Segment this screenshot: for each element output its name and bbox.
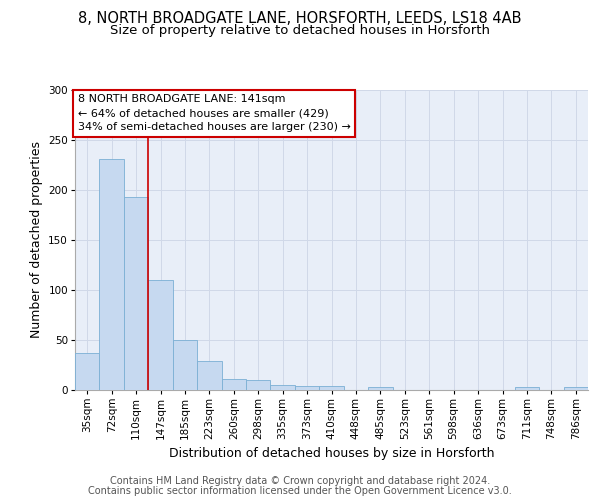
Bar bbox=[368, 387, 392, 390]
Bar bbox=[124, 197, 148, 390]
Bar bbox=[100, 159, 124, 390]
Bar bbox=[197, 361, 221, 390]
Bar bbox=[271, 385, 295, 390]
Bar bbox=[246, 380, 271, 390]
Bar bbox=[221, 379, 246, 390]
Y-axis label: Number of detached properties: Number of detached properties bbox=[30, 142, 43, 338]
Text: Contains public sector information licensed under the Open Government Licence v3: Contains public sector information licen… bbox=[88, 486, 512, 496]
Bar bbox=[173, 340, 197, 390]
X-axis label: Distribution of detached houses by size in Horsforth: Distribution of detached houses by size … bbox=[169, 448, 494, 460]
Text: Size of property relative to detached houses in Horsforth: Size of property relative to detached ho… bbox=[110, 24, 490, 37]
Text: 8, NORTH BROADGATE LANE, HORSFORTH, LEEDS, LS18 4AB: 8, NORTH BROADGATE LANE, HORSFORTH, LEED… bbox=[78, 11, 522, 26]
Bar bbox=[75, 353, 100, 390]
Text: Contains HM Land Registry data © Crown copyright and database right 2024.: Contains HM Land Registry data © Crown c… bbox=[110, 476, 490, 486]
Bar bbox=[148, 280, 173, 390]
Bar bbox=[515, 387, 539, 390]
Bar bbox=[563, 387, 588, 390]
Bar bbox=[295, 386, 319, 390]
Bar bbox=[319, 386, 344, 390]
Text: 8 NORTH BROADGATE LANE: 141sqm
← 64% of detached houses are smaller (429)
34% of: 8 NORTH BROADGATE LANE: 141sqm ← 64% of … bbox=[77, 94, 350, 132]
